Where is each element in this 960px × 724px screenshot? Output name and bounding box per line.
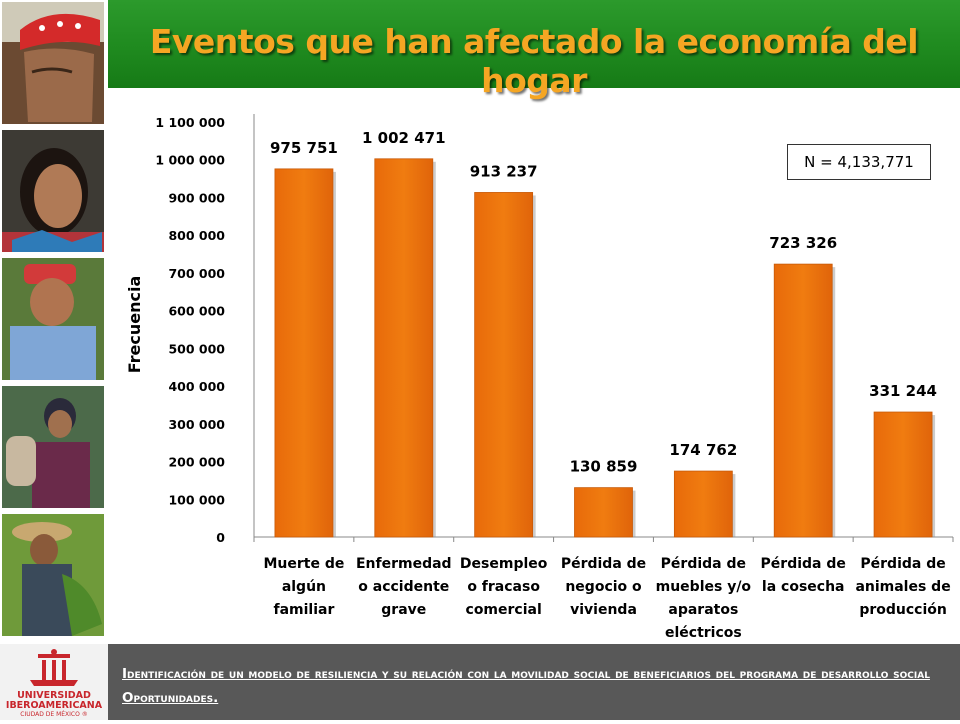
logo-text-line-3: CIUDAD DE MÉXICO ® [20, 710, 87, 718]
portrait-photo-5 [2, 514, 104, 636]
x-category-label: Desempleo o fracaso comercial [460, 556, 548, 618]
y-tick-label: 400 000 [168, 379, 225, 394]
page-title: Eventos que han afectado la economía del… [149, 22, 919, 100]
bar-chart: 0 100 000 200 000 300 000 400 000 500 000 600 … [108, 88, 960, 641]
bar [274, 168, 334, 538]
y-tick-label: 600 000 [168, 304, 225, 319]
y-tick-label: 100 000 [168, 492, 225, 507]
bar [474, 192, 534, 538]
x-category-label: Pérdida de animales de producción [855, 556, 950, 618]
bar-value-label: 975 751 [270, 139, 338, 157]
footer-bar: UNIVERSIDAD IBEROAMERICANA CIUDAD DE MÉX… [0, 644, 960, 720]
bar [773, 263, 833, 538]
y-tick-label: 500 000 [168, 341, 225, 356]
x-category-label: Pérdida de negocio o vivienda [561, 556, 646, 618]
footer-caption: Identificación de un modelo de resilienc… [122, 666, 930, 706]
logo-text-line-1: UNIVERSIDAD [17, 690, 91, 701]
y-tick-label: 1 000 000 [155, 153, 225, 168]
y-tick-label: 300 000 [168, 417, 225, 432]
y-tick-label: 200 000 [168, 455, 225, 470]
y-tick-label: 1 100 000 [155, 115, 225, 130]
y-tick-label: 0 [216, 530, 225, 545]
title-banner: Eventos que han afectado la economía del… [108, 0, 960, 100]
y-tick-label: 800 000 [168, 228, 225, 243]
logo-text-line-2: IBEROAMERICANA [6, 700, 103, 711]
chart-svg: 0 100 000 200 000 300 000 400 000 500 000 600 … [125, 114, 954, 641]
portrait-photo-4 [2, 386, 104, 508]
bar-value-label: 1 002 471 [362, 129, 446, 147]
university-logo: UNIVERSIDAD IBEROAMERICANA CIUDAD DE MÉX… [0, 644, 108, 720]
bar [673, 470, 733, 538]
sample-size-annotation: N = 4,133,771 [787, 144, 931, 180]
bar [873, 411, 933, 538]
bar [374, 158, 434, 538]
photo-strip [0, 0, 108, 640]
portrait-photo-3 [2, 258, 104, 380]
bar-value-label: 723 326 [769, 234, 837, 252]
x-category-label: Pérdida de muebles y/o aparatos eléctricos [656, 556, 752, 640]
x-category-label: Enfermedad o accidente grave [356, 556, 452, 618]
y-tick-label: 700 000 [168, 266, 225, 281]
bar-value-label: 130 859 [570, 458, 638, 476]
bar [574, 487, 633, 538]
x-category-label: Pérdida de la cosecha [761, 556, 846, 595]
y-axis-label: Frecuencia [125, 276, 144, 374]
bar-value-label: 331 244 [869, 382, 937, 400]
bar-value-label: 913 237 [470, 162, 538, 180]
portrait-photo-1 [2, 2, 104, 124]
x-category-label: Muerte de algún familiar [263, 556, 344, 618]
portrait-photo-2 [2, 130, 104, 252]
bar-value-label: 174 762 [669, 441, 737, 459]
y-tick-label: 900 000 [168, 190, 225, 205]
